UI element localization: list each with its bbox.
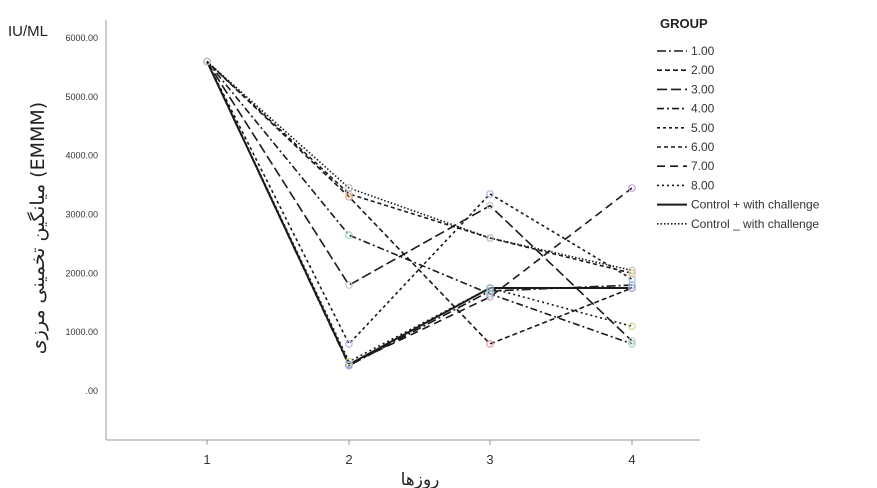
series-markers	[203, 57, 636, 370]
legend-items: 1.00 2.00 3.00 4.00 5.00 6.00 7.00 8.00 Control …	[657, 44, 820, 231]
x-axis-title: روزها	[401, 470, 440, 488]
data-point	[486, 234, 494, 242]
data-point	[345, 340, 353, 348]
x-tick-label: 1	[203, 452, 210, 467]
x-ticks: 1 2 3 4	[203, 440, 636, 467]
data-point	[628, 184, 636, 192]
series-line	[206, 61, 633, 363]
series-line	[206, 60, 633, 345]
data-point	[486, 201, 494, 210]
data-point	[345, 231, 353, 239]
series-line	[206, 61, 633, 367]
legend-label: 8.00	[691, 178, 715, 192]
data-point	[345, 184, 353, 192]
data-point	[345, 193, 353, 201]
legend-label: Control + with challenge	[691, 198, 820, 212]
legend-label: 4.00	[691, 102, 715, 116]
series-line	[206, 61, 633, 346]
x-tick-label: 4	[628, 452, 635, 467]
legend-title: GROUP	[660, 16, 708, 31]
data-point	[345, 360, 353, 369]
legend-label: 2.00	[691, 63, 715, 77]
data-point	[628, 266, 636, 275]
data-point	[628, 340, 636, 348]
legend-label: 5.00	[691, 121, 715, 135]
series-line	[206, 60, 633, 345]
y-tick-label: 3000.00	[65, 210, 98, 220]
data-point	[628, 269, 636, 278]
legend-label: 6.00	[691, 140, 715, 154]
legend-label: 3.00	[691, 82, 715, 96]
y-tick-label: 1000.00	[65, 327, 98, 337]
data-point	[628, 284, 636, 292]
data-point	[486, 284, 494, 292]
data-point	[486, 190, 494, 198]
y-tick-label: 6000.00	[65, 33, 98, 43]
legend-label: Control _ with challenge	[691, 217, 819, 231]
legend: GROUP 1.00 2.00 3.00 4.00 5.00 6.00 7.00 8.00 Co…	[657, 16, 820, 231]
series-line	[206, 61, 633, 342]
legend-label: 1.00	[691, 44, 715, 58]
y-ticks: .00 1000.00 2000.00 3000.00 4000.00 5000.00 60…	[65, 33, 98, 396]
unit-label: IU/ML	[8, 23, 48, 40]
data-point	[486, 340, 494, 348]
y-axis-title: میانگین تخمینی مرزی (EMMM)	[26, 102, 49, 354]
x-tick-label: 2	[345, 452, 352, 467]
series-line	[206, 60, 633, 272]
y-tick-label: .00	[85, 386, 98, 396]
y-tick-label: 2000.00	[65, 268, 98, 278]
y-tick-label: 4000.00	[65, 151, 98, 161]
data-point	[203, 57, 211, 66]
data-point	[486, 293, 494, 301]
series-line	[206, 61, 632, 366]
series-line	[206, 61, 633, 366]
data-point	[345, 281, 353, 289]
series-line	[206, 60, 633, 275]
y-tick-label: 5000.00	[65, 92, 98, 102]
data-point	[628, 322, 636, 331]
x-tick-label: 3	[486, 452, 493, 467]
data-point	[345, 357, 353, 366]
data-point	[628, 337, 636, 345]
legend-label: 7.00	[691, 159, 715, 173]
series-lines	[206, 60, 633, 367]
